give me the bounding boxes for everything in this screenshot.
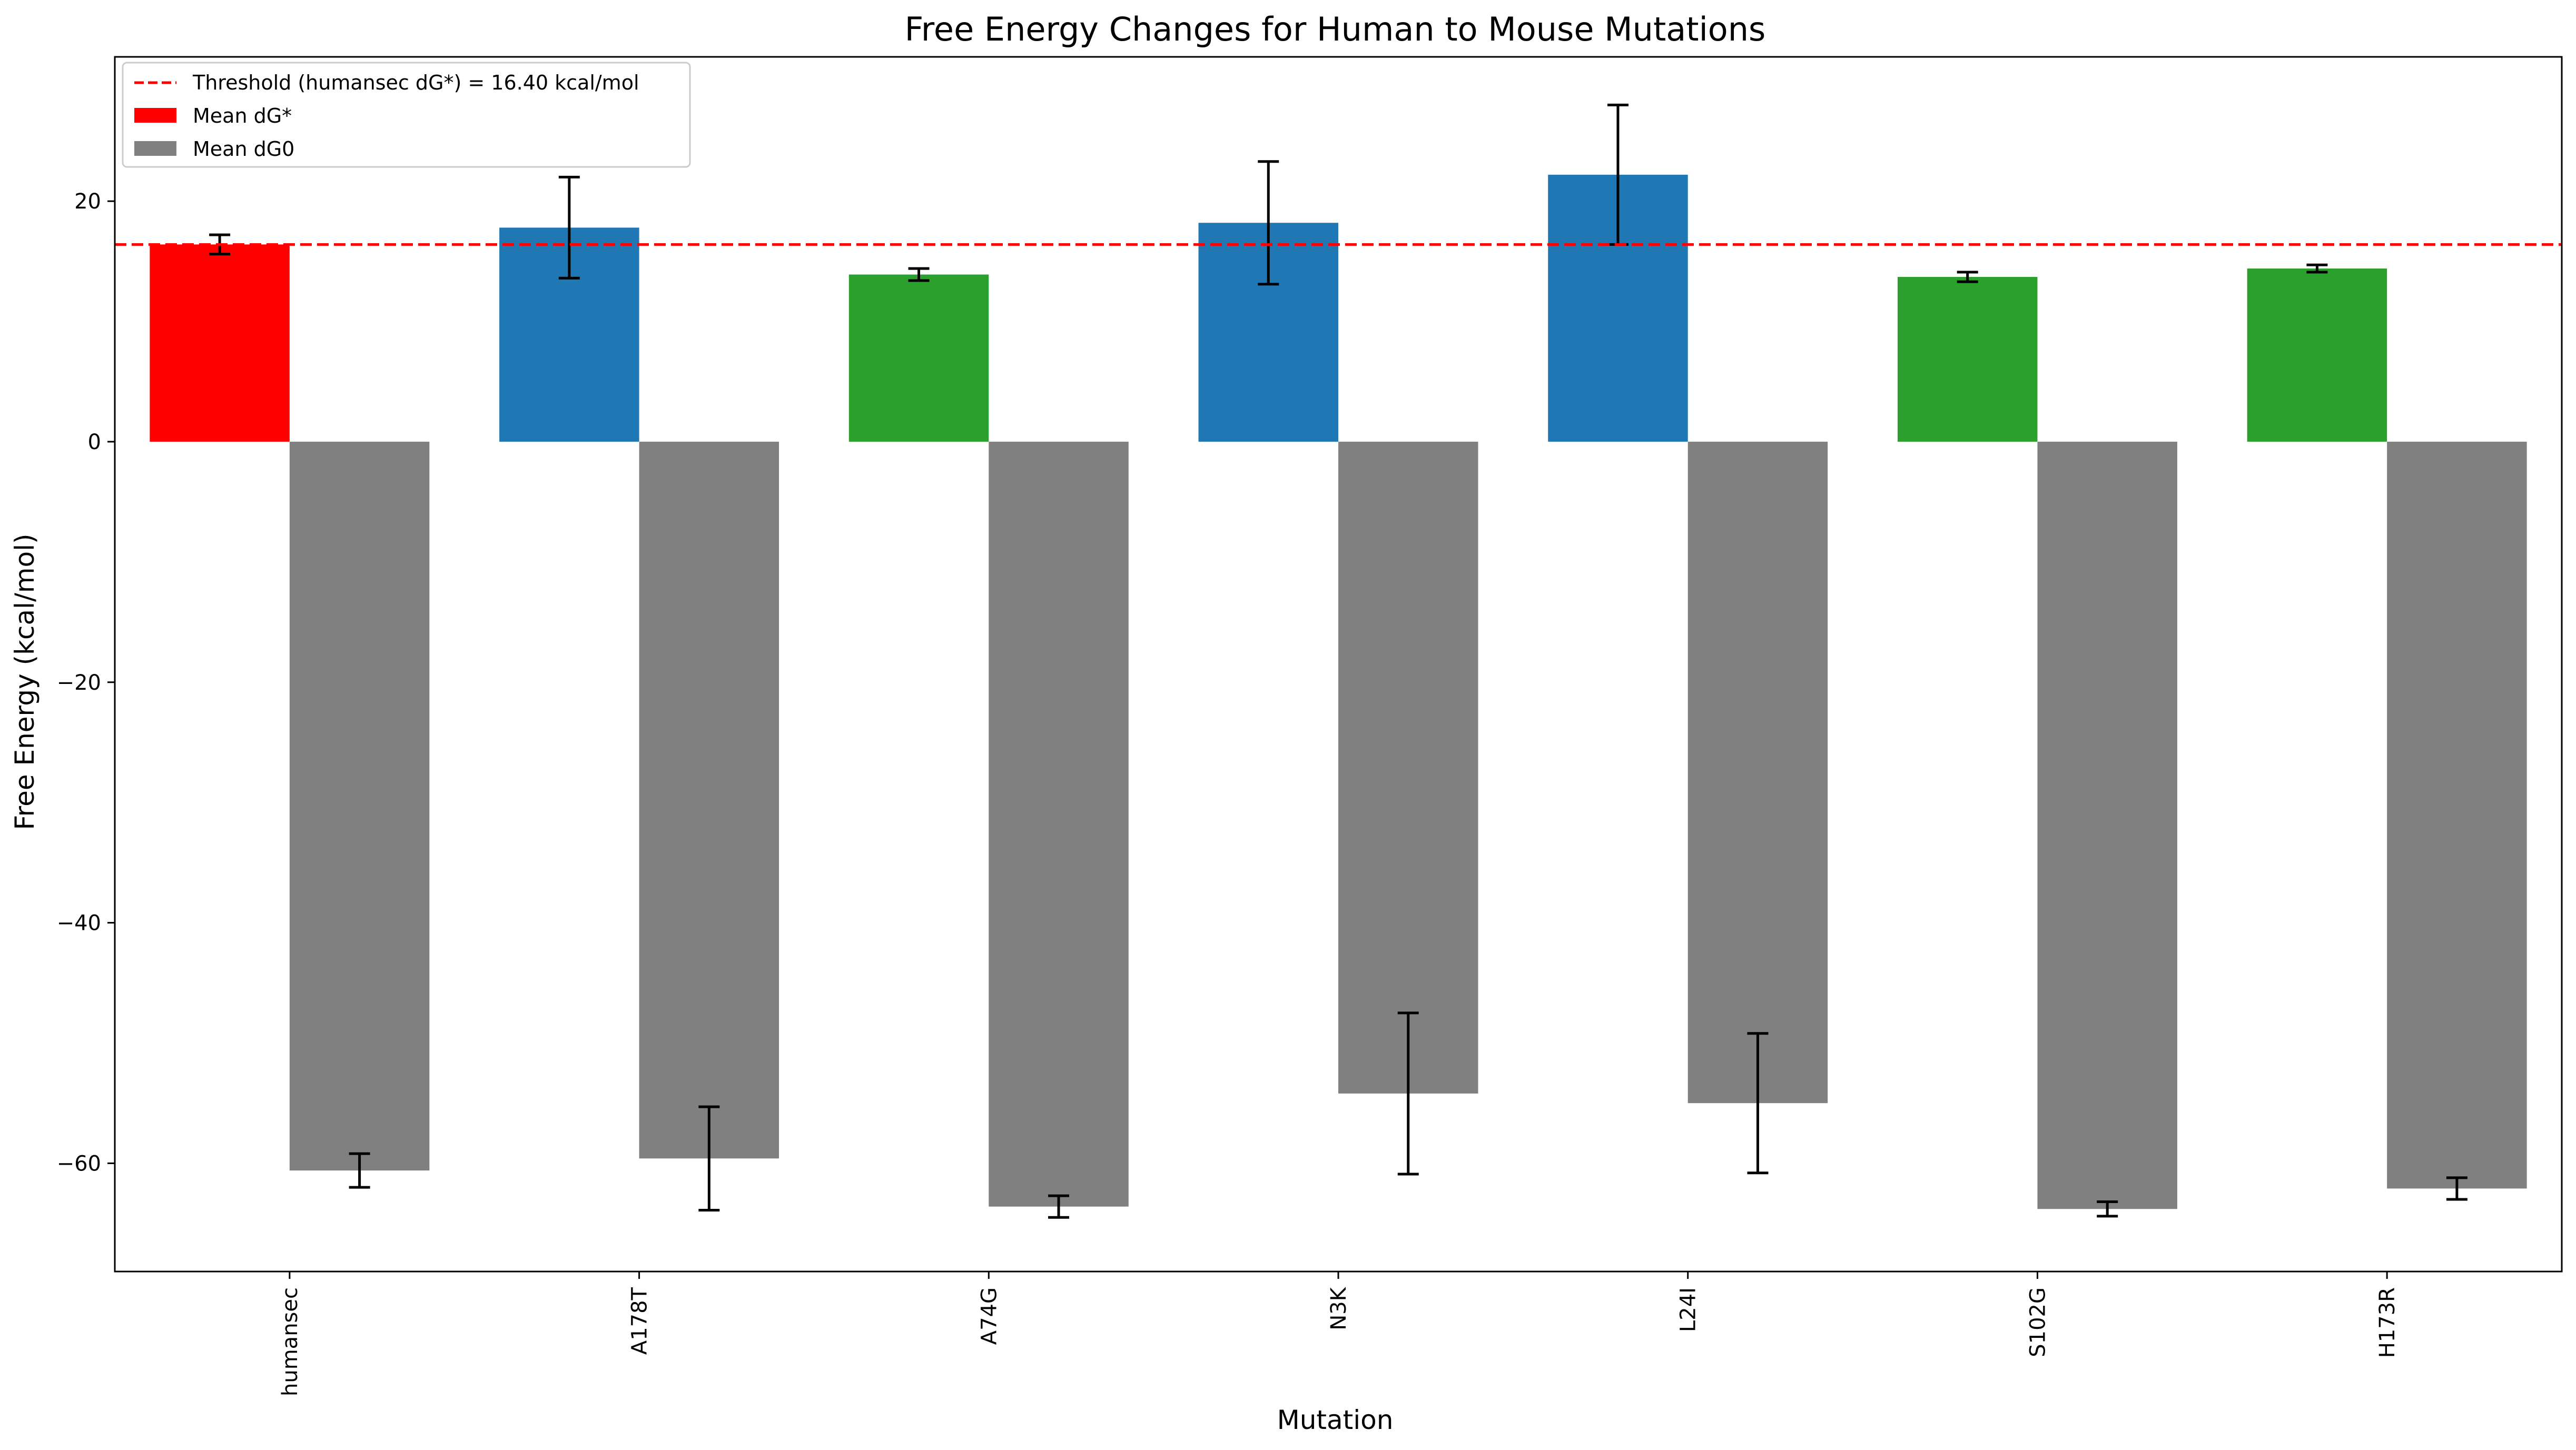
y-tick-label-0: 20: [74, 190, 101, 214]
y-tick-label-2: −20: [57, 671, 101, 695]
bar-series1-S102G: [2037, 441, 2177, 1209]
x-tick-label-S102G: S102G: [2026, 1287, 2050, 1357]
legend-series-1-label: Mean dG0: [193, 137, 294, 161]
x-tick-label-humansec: humansec: [278, 1287, 302, 1396]
bar-series0-S102G: [1897, 277, 2038, 442]
bar-series1-L24I: [1687, 441, 1828, 1104]
bar-series1-N3K: [1338, 441, 1478, 1094]
legend-series-1-swatch: [134, 141, 176, 156]
x-tick-label-A74G: A74G: [977, 1287, 1001, 1345]
x-tick-label-H173R: H173R: [2375, 1287, 2400, 1358]
y-tick-label-4: −60: [57, 1151, 101, 1176]
bar-series0-humansec: [150, 244, 290, 442]
bar-series0-H173R: [2247, 269, 2387, 442]
x-tick-label-A178T: A178T: [628, 1287, 652, 1355]
y-tick-label-1: 0: [88, 430, 101, 454]
bar-series1-A178T: [639, 441, 779, 1159]
legend: Threshold (humansec dG*) = 16.40 kcal/mo…: [122, 62, 691, 168]
bar-series1-humansec: [289, 441, 430, 1171]
x-tick-label-N3K: N3K: [1327, 1286, 1351, 1330]
chart-title: Free Energy Changes for Human to Mouse M…: [905, 10, 1766, 48]
bar-series1-A74G: [989, 441, 1129, 1207]
bar-series1-H173R: [2387, 441, 2527, 1189]
legend-box: [122, 62, 691, 168]
plot-area: 20 0 −20 −40 −60 humansec A178T A74G N3K L24I S102…: [57, 56, 2563, 1396]
legend-series-0-label: Mean dG*: [193, 104, 292, 127]
y-axis-label: Free Energy (kcal/mol): [9, 534, 40, 830]
x-tick-label-L24I: L24I: [1676, 1287, 1701, 1332]
legend-series-0-swatch: [134, 108, 176, 123]
y-tick-label-3: −40: [57, 911, 101, 936]
x-axis-label: Mutation: [1277, 1405, 1394, 1435]
legend-threshold-label: Threshold (humansec dG*) = 16.40 kcal/mo…: [192, 71, 639, 94]
bar-series0-A74G: [848, 274, 989, 442]
